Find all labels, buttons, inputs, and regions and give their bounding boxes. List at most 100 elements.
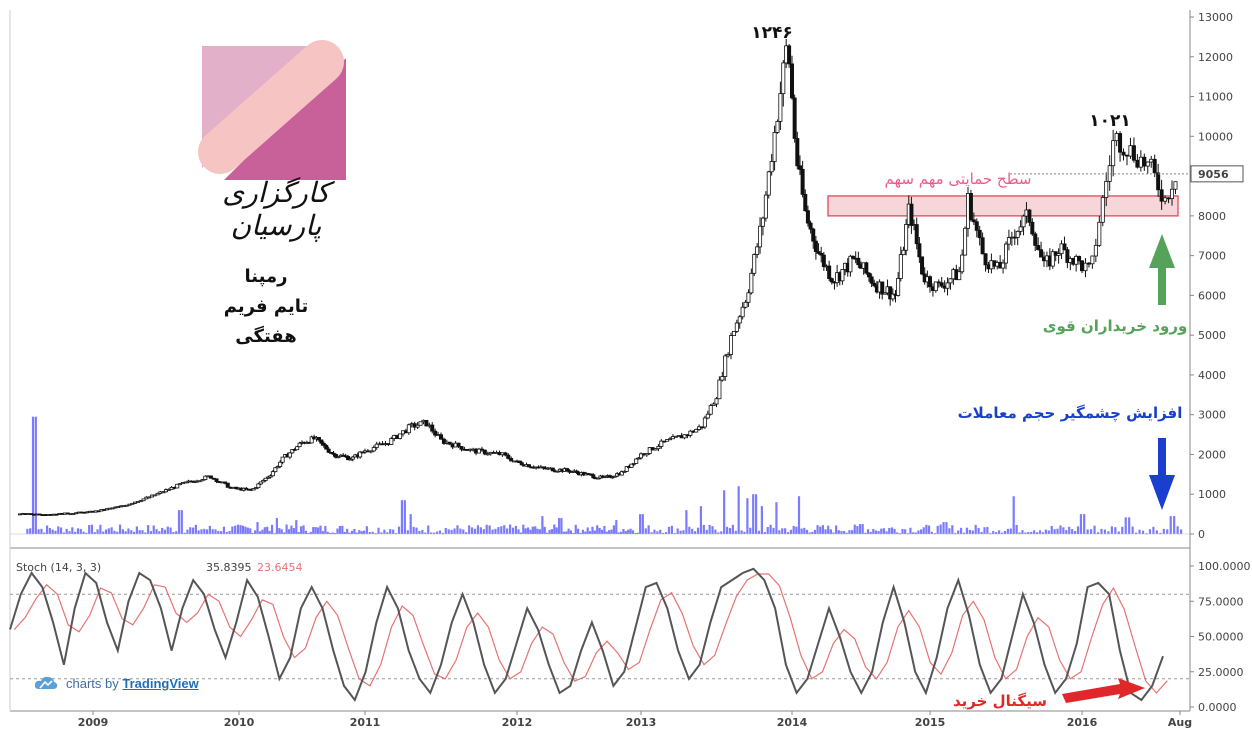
volume-bar xyxy=(380,532,383,534)
volume-bar xyxy=(734,530,737,534)
candle-body xyxy=(555,470,560,473)
candle-body xyxy=(813,240,818,252)
cloud-icon xyxy=(34,676,58,693)
candle-body xyxy=(851,255,856,259)
volume-bar xyxy=(1145,533,1148,535)
volume-bar xyxy=(1093,525,1096,534)
volume-bar xyxy=(866,529,870,534)
stoch-tick-label: 25.0000 xyxy=(1198,666,1244,679)
volume-bar xyxy=(914,532,917,534)
volume-bar xyxy=(598,527,601,534)
volume-bar xyxy=(622,528,625,534)
volume-bar xyxy=(465,532,468,534)
candle-body xyxy=(1100,197,1105,223)
volume-bar xyxy=(386,532,389,534)
volume-bar xyxy=(290,525,293,534)
volume-bar xyxy=(246,527,249,534)
candle-body xyxy=(1062,243,1067,251)
volume-bar xyxy=(752,494,755,534)
volume-bar xyxy=(470,527,474,534)
volume-bar xyxy=(26,528,29,534)
candle-body xyxy=(324,444,329,450)
volume-bar xyxy=(514,525,518,534)
volume-bar xyxy=(211,529,214,534)
volume-bar xyxy=(653,529,656,534)
candle-body xyxy=(772,132,777,162)
volume-bar xyxy=(444,527,447,534)
candle-body xyxy=(1111,140,1116,167)
volume-bar xyxy=(925,524,928,534)
volume-bar xyxy=(365,526,368,534)
candle-body xyxy=(805,210,810,224)
volume-bar xyxy=(639,514,642,534)
candle-body xyxy=(629,463,634,468)
volume-bar xyxy=(71,527,74,534)
volume-bar xyxy=(971,530,974,534)
volume-bar xyxy=(766,527,769,534)
candle-body xyxy=(1135,159,1140,168)
volume-bar xyxy=(922,527,925,534)
volume-bar xyxy=(977,527,980,534)
volume-bar xyxy=(644,528,647,534)
volume-bar xyxy=(314,527,317,534)
candle-body xyxy=(758,225,763,248)
candle-body xyxy=(482,449,487,455)
volume-bar xyxy=(435,531,439,534)
candle-body xyxy=(152,494,157,497)
volume-bar xyxy=(231,526,234,534)
volume-bar xyxy=(292,528,295,534)
candle-body xyxy=(896,278,901,296)
volume-bar xyxy=(824,529,827,534)
volume-bar xyxy=(485,524,488,534)
volume-bar xyxy=(297,532,300,534)
candle-body xyxy=(270,471,275,477)
candle-body xyxy=(203,475,208,480)
volume-bar xyxy=(350,530,354,534)
volume-bar xyxy=(546,532,549,534)
volume-bar xyxy=(273,533,276,535)
candle-body xyxy=(430,424,435,432)
axes: 0100020003000400050006000700080009000100… xyxy=(78,11,1244,729)
candle-body xyxy=(974,221,979,231)
candle-body xyxy=(980,237,985,255)
price-tick-label: 12000 xyxy=(1198,51,1233,64)
candle-body xyxy=(872,282,877,287)
volume-bar xyxy=(835,525,838,534)
volume-bar xyxy=(424,532,427,534)
volume-bar xyxy=(1124,517,1127,534)
volume-bar xyxy=(68,531,71,534)
candle-body xyxy=(178,483,183,486)
volume-bar xyxy=(421,530,424,534)
candle-body xyxy=(920,256,925,275)
volume-bar xyxy=(321,531,325,534)
volume-bar xyxy=(1148,529,1152,534)
candle-body xyxy=(331,452,336,455)
candle-body xyxy=(639,453,644,459)
volume-bar xyxy=(51,529,54,534)
volume-bar xyxy=(555,527,558,534)
volume-bar xyxy=(877,531,880,534)
tradingview-credit[interactable]: charts by TradingView xyxy=(34,676,199,693)
tv-link[interactable]: TradingView xyxy=(122,676,199,691)
volume-bar xyxy=(476,525,480,534)
volume-bar xyxy=(355,532,358,534)
volume-bar xyxy=(333,533,337,535)
volume-bars xyxy=(10,416,1190,535)
volume-bar xyxy=(848,530,851,534)
volume-bar xyxy=(124,531,127,534)
volume-bar xyxy=(266,526,269,534)
candle-body xyxy=(161,491,166,494)
volume-bar xyxy=(241,525,245,534)
candle-body xyxy=(441,438,446,444)
volume-bar xyxy=(584,531,587,534)
candle-body xyxy=(1080,260,1085,272)
volume-bar xyxy=(1076,526,1080,534)
candle-body xyxy=(519,462,524,466)
volume-bar xyxy=(1062,527,1065,534)
candle-body xyxy=(433,430,438,436)
volume-bar xyxy=(593,530,596,534)
candle-body xyxy=(688,430,693,436)
volume-bar xyxy=(31,416,35,534)
volume-bar xyxy=(691,528,694,534)
price-tick-label: 4000 xyxy=(1198,369,1226,382)
